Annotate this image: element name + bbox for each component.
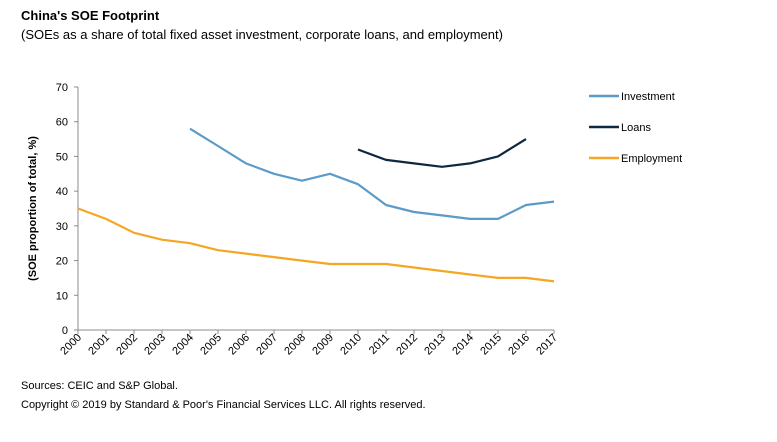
- legend-label-employment: Employment: [621, 153, 682, 165]
- chart-title: China's SOE Footprint: [21, 8, 160, 23]
- x-tick-label: 2013: [422, 332, 448, 358]
- x-tick-label: 2002: [114, 332, 140, 358]
- x-tick-label: 2015: [478, 332, 504, 358]
- x-tick-label: 2017: [534, 332, 560, 358]
- y-axis-title: (SOE proportion of total, %): [27, 136, 39, 281]
- x-tick-label: 2010: [338, 332, 364, 358]
- x-tick-label: 2016: [506, 332, 532, 358]
- y-tick-label: 10: [56, 290, 68, 302]
- x-tick-label: 2001: [86, 332, 112, 358]
- y-tick-label: 40: [56, 186, 68, 198]
- x-tick-label: 2009: [310, 332, 336, 358]
- y-tick-label: 70: [56, 82, 68, 94]
- x-tick-label: 2006: [226, 332, 252, 358]
- x-tick-label: 2005: [198, 332, 224, 358]
- y-tick-label: 50: [56, 151, 68, 163]
- x-tick-label: 2007: [254, 332, 280, 358]
- chart-subtitle: (SOEs as a share of total fixed asset in…: [21, 27, 503, 42]
- x-tick-label: 2014: [450, 332, 476, 358]
- sources-note: Sources: CEIC and S&P Global.: [21, 380, 178, 392]
- series-line-employment: [77, 207, 555, 283]
- series-line-loans: [357, 138, 527, 168]
- x-tick-label: 2008: [282, 332, 308, 358]
- y-tick-label: 60: [56, 117, 68, 129]
- x-tick-label: 2011: [367, 332, 392, 357]
- y-tick-label: 30: [56, 221, 68, 233]
- copyright-note: Copyright © 2019 by Standard & Poor's Fi…: [21, 399, 426, 411]
- series-line-investment: [189, 127, 555, 220]
- y-tick-label: 20: [56, 256, 68, 268]
- y-tick-label: 0: [62, 325, 68, 337]
- x-tick-label: 2003: [142, 332, 168, 358]
- legend-label-investment: Investment: [621, 91, 675, 103]
- x-tick-label: 2004: [170, 332, 196, 358]
- x-tick-label: 2012: [394, 332, 420, 358]
- legend-label-loans: Loans: [621, 122, 651, 134]
